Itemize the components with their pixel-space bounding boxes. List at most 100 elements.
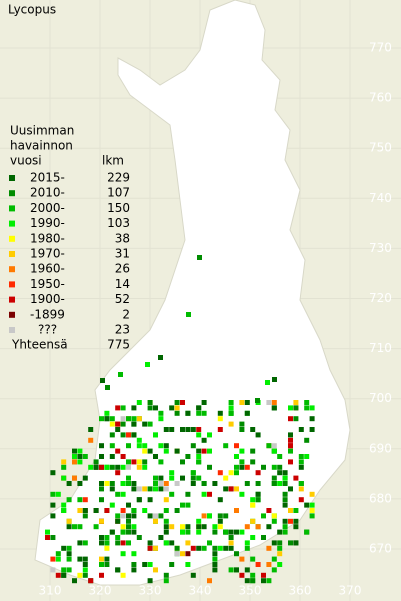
legend-heading: havainnon xyxy=(10,139,73,153)
observation-square xyxy=(239,427,245,432)
observation-square xyxy=(82,508,88,513)
observation-square xyxy=(228,405,234,411)
observation-square xyxy=(104,481,110,486)
observation-square xyxy=(223,443,229,449)
observation-square xyxy=(142,421,148,427)
observation-square xyxy=(271,513,277,519)
observation-square xyxy=(271,518,277,524)
observation-square xyxy=(147,448,153,454)
observation-square xyxy=(250,535,256,540)
observation-square xyxy=(277,454,283,459)
observation-square xyxy=(244,410,250,416)
observation-square xyxy=(55,556,61,562)
observation-square xyxy=(196,427,202,432)
observation-square xyxy=(180,529,185,535)
observation-square xyxy=(174,508,180,513)
legend-count: 14 xyxy=(115,277,130,291)
observation-square xyxy=(131,551,137,557)
observation-square xyxy=(120,454,126,459)
observation-square xyxy=(147,486,153,492)
observation-square xyxy=(115,535,121,540)
legend-count: 107 xyxy=(107,186,130,200)
observation-square xyxy=(126,481,131,486)
observation-square xyxy=(212,524,218,530)
observation-square xyxy=(282,475,288,481)
observation-square xyxy=(217,470,223,476)
legend-swatch xyxy=(9,251,15,257)
observation-square xyxy=(271,540,277,546)
observation-square xyxy=(234,529,239,535)
observation-square xyxy=(217,513,223,519)
observation-square xyxy=(277,562,283,567)
observation-square xyxy=(109,502,115,508)
observation-square xyxy=(50,513,56,519)
observation-square xyxy=(147,578,153,584)
legend-count: 38 xyxy=(115,231,130,245)
observation-square xyxy=(61,572,67,578)
observation-square xyxy=(288,448,293,454)
observation-square xyxy=(77,508,83,513)
legend-swatch xyxy=(9,205,15,212)
observation-square xyxy=(82,497,88,503)
observation-square xyxy=(261,572,266,578)
observation-square xyxy=(201,513,207,519)
observation-square xyxy=(271,556,277,562)
observation-square xyxy=(239,529,245,535)
observation-square xyxy=(250,497,256,503)
observation-square xyxy=(196,432,202,438)
observation-square xyxy=(250,502,256,508)
legend-swatch xyxy=(9,190,15,197)
observation-square xyxy=(50,556,56,562)
observation-square xyxy=(55,491,61,497)
observation-square xyxy=(153,567,158,573)
observation-square xyxy=(304,405,310,411)
observation-square xyxy=(120,572,126,578)
observation-square xyxy=(228,529,234,535)
observation-square xyxy=(234,464,239,470)
observation-square xyxy=(163,427,169,432)
observation-square xyxy=(104,562,110,567)
observation-square xyxy=(201,410,207,416)
observation-square xyxy=(99,540,104,546)
observation-square xyxy=(282,529,288,535)
observation-square xyxy=(163,529,169,535)
observation-square xyxy=(131,529,137,535)
observation-square xyxy=(293,540,299,546)
observation-square xyxy=(197,255,202,260)
observation-square xyxy=(153,513,158,519)
title: Lycopus xyxy=(8,3,56,17)
observation-square xyxy=(293,405,299,411)
observation-square xyxy=(271,405,277,411)
observation-square xyxy=(163,481,169,486)
observation-square xyxy=(120,529,126,535)
x-coordinate-label: 320 xyxy=(89,584,112,598)
observation-square xyxy=(131,524,137,530)
y-coordinate-label: 760 xyxy=(369,91,392,105)
observation-square xyxy=(180,459,185,465)
x-coordinate-label: 340 xyxy=(189,584,212,598)
observation-square xyxy=(234,508,239,513)
observation-square xyxy=(131,562,137,567)
y-coordinate-label: 750 xyxy=(369,141,392,155)
observation-square xyxy=(212,567,218,573)
legend-count: 31 xyxy=(115,247,130,261)
observation-square xyxy=(293,475,299,481)
observation-square xyxy=(255,491,261,497)
legend-label: 2015- xyxy=(30,171,65,185)
observation-square xyxy=(212,481,218,486)
observation-square xyxy=(304,400,310,405)
legend-label: -1899 xyxy=(30,307,65,321)
observation-square xyxy=(153,475,158,481)
observation-square xyxy=(288,486,293,492)
observation-square xyxy=(309,508,315,513)
observation-square xyxy=(109,421,115,427)
observation-square xyxy=(185,427,191,432)
observation-square xyxy=(288,405,293,411)
observation-square xyxy=(228,535,234,540)
observation-square xyxy=(115,491,121,497)
legend-count: 150 xyxy=(107,201,130,215)
legend-swatch xyxy=(9,311,15,318)
observation-square xyxy=(309,416,315,422)
observation-square xyxy=(50,567,56,573)
observation-square xyxy=(169,540,175,546)
